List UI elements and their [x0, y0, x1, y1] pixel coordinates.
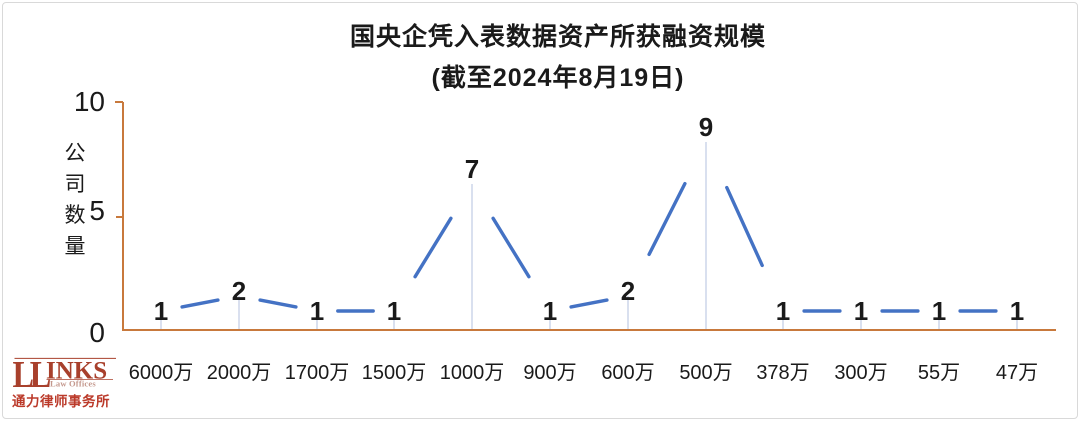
svg-text:0: 0 — [89, 317, 105, 348]
svg-text:通力律师事务所: 通力律师事务所 — [12, 393, 110, 409]
svg-text:10: 10 — [74, 86, 105, 117]
svg-text:5: 5 — [89, 195, 105, 226]
svg-text:Law Offices: Law Offices — [50, 378, 96, 388]
